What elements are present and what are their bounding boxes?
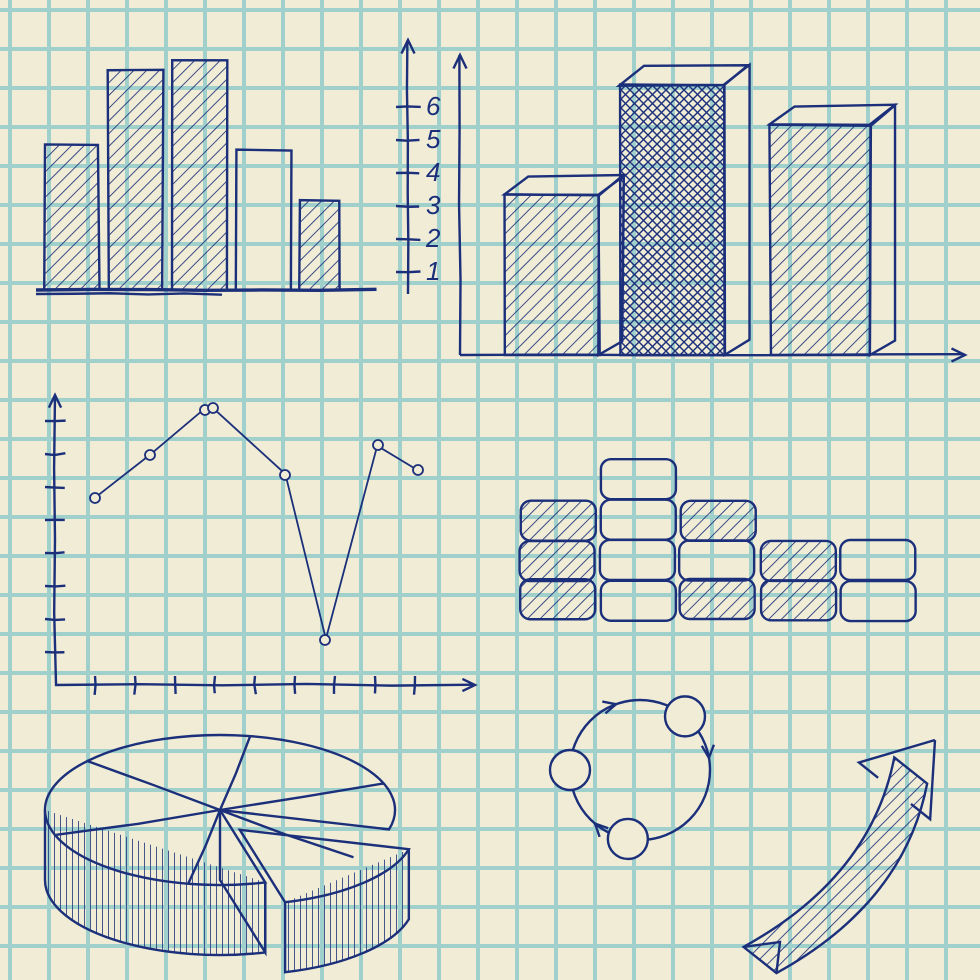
axis-tick-label: 1 (426, 256, 440, 286)
axis-tick-label: 4 (426, 157, 440, 187)
axis-tick-label: 3 (426, 190, 441, 220)
axis-tick-label: 5 (426, 124, 441, 154)
axis-tick-label: 2 (425, 223, 441, 253)
sketch-canvas: 123456 (0, 0, 980, 980)
axis-tick-label: 6 (426, 91, 441, 121)
